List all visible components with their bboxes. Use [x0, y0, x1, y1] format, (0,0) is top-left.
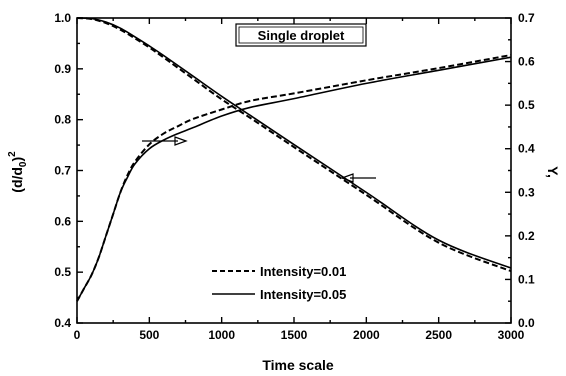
left-y-tick-label: 0.5	[54, 265, 71, 279]
left-y-tick-label: 0.6	[54, 214, 71, 228]
x-tick-label: 500	[139, 328, 159, 342]
axes: 0 500 1000 1500 2000 2500 3000 0.4 0.5 0.6 0.7 0.8 0…	[54, 11, 535, 342]
right-y-tick-label: 0.1	[518, 272, 535, 286]
left-y-tick-label: 1.0	[54, 11, 71, 25]
left-y-tick-label: 0.8	[54, 113, 71, 127]
arrow-right-icon	[174, 136, 188, 146]
chart-title: Single droplet	[258, 28, 345, 43]
chart-title-box: Single droplet	[235, 23, 367, 47]
series-line-diameter-intensity-001	[76, 17, 512, 273]
right-y-tick-label: 0.0	[518, 316, 535, 330]
left-y-tick-label: 0.9	[54, 62, 71, 76]
series-line-diameter-intensity-005	[76, 17, 512, 269]
plot-area	[76, 17, 512, 302]
x-tick-label: 1000	[208, 328, 235, 342]
right-y-tick-label: 0.5	[518, 98, 535, 112]
series-line-y-intensity-005	[76, 56, 512, 302]
x-tick-label: 3000	[498, 328, 525, 342]
left-axis-title-sub: 0	[18, 161, 29, 167]
x-axis-title: Time scale	[262, 357, 334, 373]
x-tick-label: 2500	[425, 328, 452, 342]
legend: Intensity=0.01 Intensity=0.05	[212, 264, 346, 302]
arrow-left-icon	[340, 173, 354, 183]
left-axis-title-close: )	[9, 157, 25, 162]
arrow-to-left-axis	[340, 173, 376, 183]
left-axis-title-base: (d/d	[9, 167, 25, 193]
legend-label-intensity-005: Intensity=0.05	[260, 287, 346, 302]
x-tick-label: 1500	[281, 328, 308, 342]
x-tick-label: 0	[74, 328, 81, 342]
right-y-tick-label: 0.7	[518, 11, 535, 25]
title-box-inner-border	[238, 26, 364, 44]
left-y-tick-label: 0.7	[54, 164, 71, 178]
right-axis-title: Y,	[545, 166, 561, 178]
right-y-tick-label: 0.3	[518, 185, 535, 199]
right-y-tick-label: 0.4	[518, 142, 535, 156]
right-y-tick-label: 0.2	[518, 229, 535, 243]
left-axis-title: (d/d0)2	[7, 151, 29, 193]
left-y-tick-label: 0.4	[54, 316, 71, 330]
arrow-to-right-axis	[142, 136, 188, 146]
legend-label-intensity-001: Intensity=0.01	[260, 264, 346, 279]
right-y-tick-label: 0.6	[518, 55, 535, 69]
x-tick-label: 2000	[353, 328, 380, 342]
left-axis-title-sup: 2	[7, 151, 18, 157]
title-box-border	[235, 23, 367, 47]
